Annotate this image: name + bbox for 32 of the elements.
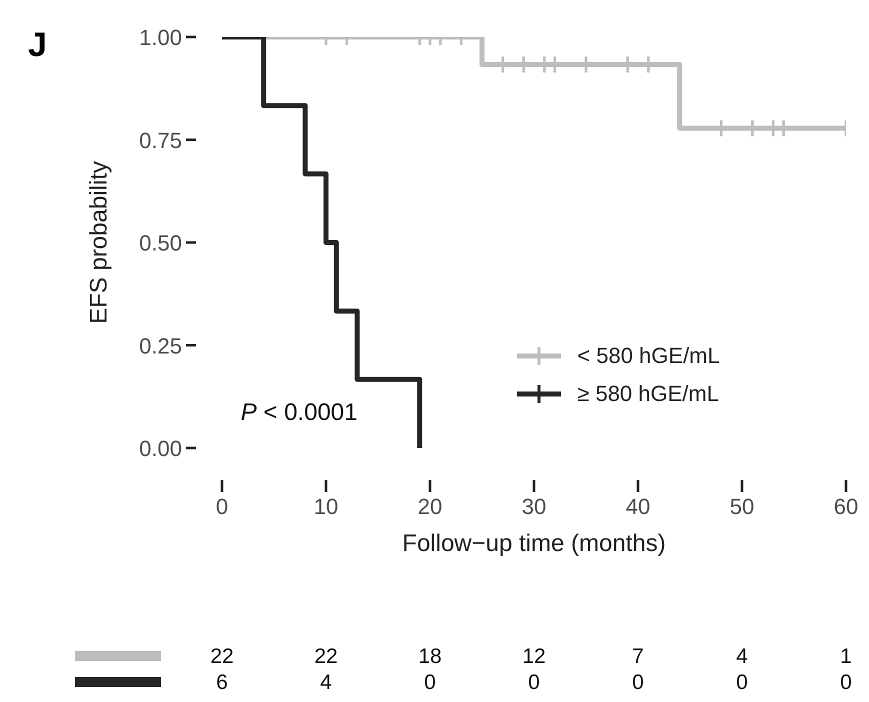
data-label: 0 (736, 671, 748, 694)
x-tick-label: 40 (626, 494, 650, 519)
data-label: 4 (736, 645, 748, 668)
data-label: 1 (840, 645, 852, 668)
data-label: 4 (320, 671, 332, 694)
data-label: 0 (632, 671, 644, 694)
data-label: 0 (840, 671, 852, 694)
chart-title: J (28, 26, 47, 65)
x-tick-label: 30 (522, 494, 546, 519)
x-tick-label: 20 (418, 494, 442, 519)
x-tick-label: 50 (730, 494, 754, 519)
data-label: 22 (314, 645, 338, 668)
data-label: 18 (418, 645, 442, 668)
data-label: 6 (216, 671, 228, 694)
legend-label: < 580 hGE/mL (577, 343, 720, 370)
data-label: 0 (424, 671, 436, 694)
x-axis-title: Follow−up time (months) (402, 530, 666, 558)
data-label: 7 (632, 645, 644, 668)
y-tick-label: 1.00 (139, 25, 182, 50)
y-tick-label: 0.00 (139, 436, 182, 461)
legend-label: ≥ 580 hGE/mL (577, 381, 719, 408)
x-tick-label: 0 (216, 494, 228, 519)
y-tick-label: 0.25 (139, 333, 182, 358)
y-tick-label: 0.50 (139, 230, 182, 256)
y-axis-title: EFS probability (86, 161, 113, 324)
data-label: 22 (210, 645, 234, 668)
y-tick-label: 0.75 (139, 128, 182, 153)
x-tick-label: 10 (314, 494, 338, 519)
data-label: 0 (528, 671, 540, 694)
annotation: P < 0.0001 (240, 398, 358, 427)
x-tick-label: 60 (834, 494, 858, 519)
data-label: 12 (522, 645, 546, 668)
